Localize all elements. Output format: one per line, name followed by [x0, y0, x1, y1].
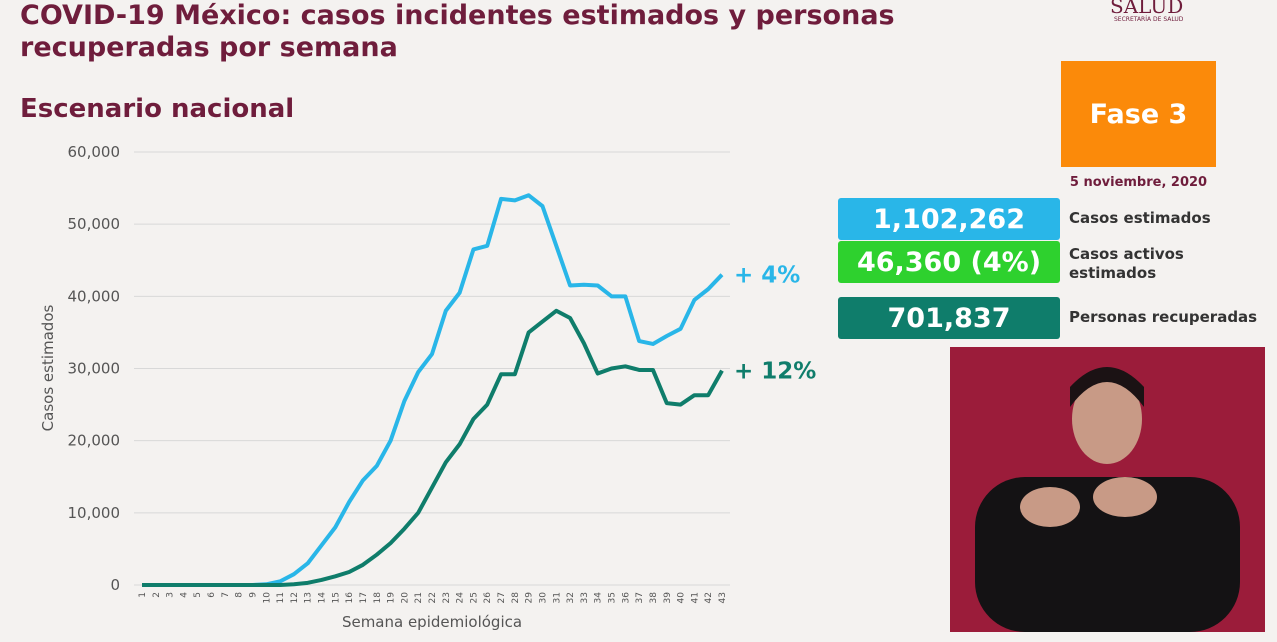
x-tick-label: 38: [649, 592, 659, 604]
y-tick-label: 60,000: [68, 143, 121, 161]
interpreter-video: [950, 347, 1265, 632]
x-tick-label: 26: [483, 592, 493, 604]
x-tick-label: 5: [193, 592, 203, 598]
logo-sub: SECRETARÍA DE SALUD: [1114, 16, 1184, 23]
x-tick-label: 15: [331, 592, 341, 603]
x-tick-label: 3: [166, 592, 176, 598]
end-label: + 4%: [734, 263, 800, 289]
x-tick-label: 4: [179, 592, 189, 598]
x-tick-label: 22: [428, 592, 438, 603]
x-tick-label: 19: [387, 592, 397, 604]
x-tick-label: 2: [152, 592, 162, 598]
stat-label: Casos activos estimados: [1069, 245, 1184, 282]
x-tick-label: 39: [663, 592, 673, 604]
x-tick-label: 37: [635, 592, 645, 603]
x-tick-label: 13: [304, 592, 314, 603]
stat-value: 46,360 (4%): [838, 241, 1060, 283]
stat-label: Casos estimados: [1069, 209, 1211, 227]
logo: SALUD: [1110, 0, 1184, 18]
y-tick-label: 50,000: [68, 215, 121, 233]
x-tick-label: 7: [221, 592, 231, 598]
phase: Fase 3: [1061, 61, 1216, 167]
line: [142, 308, 724, 587]
x-tick-label: 35: [608, 592, 618, 603]
x-tick-label: 18: [373, 592, 383, 604]
x-tick-label: 24: [456, 592, 466, 604]
x-tick-label: 36: [621, 592, 631, 604]
x-tick-label: 33: [580, 592, 590, 603]
x-tick-label: 9: [248, 592, 258, 598]
x-tick-label: 41: [690, 592, 700, 603]
x-tick-label: 34: [594, 592, 604, 604]
x-tick-label: 14: [318, 592, 328, 604]
y-tick-label: 10,000: [68, 504, 121, 522]
x-tick-label: 40: [677, 592, 687, 604]
x-tick-label: 6: [207, 592, 217, 598]
x-tick-label: 28: [511, 592, 521, 604]
x-tick-label: 43: [718, 592, 728, 603]
end-label: + 12%: [734, 359, 816, 385]
title: COVID-19 México: casos incidentes estima…: [20, 0, 895, 63]
x-tick-label: 21: [414, 592, 424, 603]
x-tick-label: 16: [345, 592, 355, 604]
x-tick-label: 8: [235, 592, 245, 598]
line: [142, 193, 724, 587]
x-tick-label: 25: [469, 592, 479, 603]
y-axis-title: Casos estimados: [39, 304, 57, 431]
x-tick-label: 10: [262, 592, 272, 604]
y-tick-label: 20,000: [68, 432, 121, 450]
x-tick-label: 29: [525, 592, 535, 604]
x-axis-title: Semana epidemiológica: [342, 613, 522, 631]
y-tick-label: 40,000: [68, 287, 121, 305]
stat-value: 1,102,262: [838, 198, 1060, 240]
x-tick-label: 17: [359, 592, 369, 603]
stat-label: Personas recuperadas: [1069, 308, 1258, 326]
y-tick-label: 0: [110, 576, 120, 594]
x-tick-label: 42: [704, 592, 714, 603]
x-tick-label: 20: [400, 592, 410, 604]
x-tick-label: 23: [442, 592, 452, 603]
x-tick-label: 32: [566, 592, 576, 603]
x-tick-label: 27: [497, 592, 507, 603]
chart-title: Escenario nacional: [20, 94, 295, 124]
x-tick-label: 31: [552, 592, 562, 603]
y-tick-label: 30,000: [68, 360, 121, 378]
x-tick-label: 12: [290, 592, 300, 603]
x-tick-label: 1: [138, 592, 148, 598]
x-tick-label: 11: [276, 592, 286, 603]
x-tick-label: 30: [538, 592, 548, 604]
date: 5 noviembre, 2020: [1069, 175, 1208, 190]
stat-value: 701,837: [838, 297, 1060, 339]
